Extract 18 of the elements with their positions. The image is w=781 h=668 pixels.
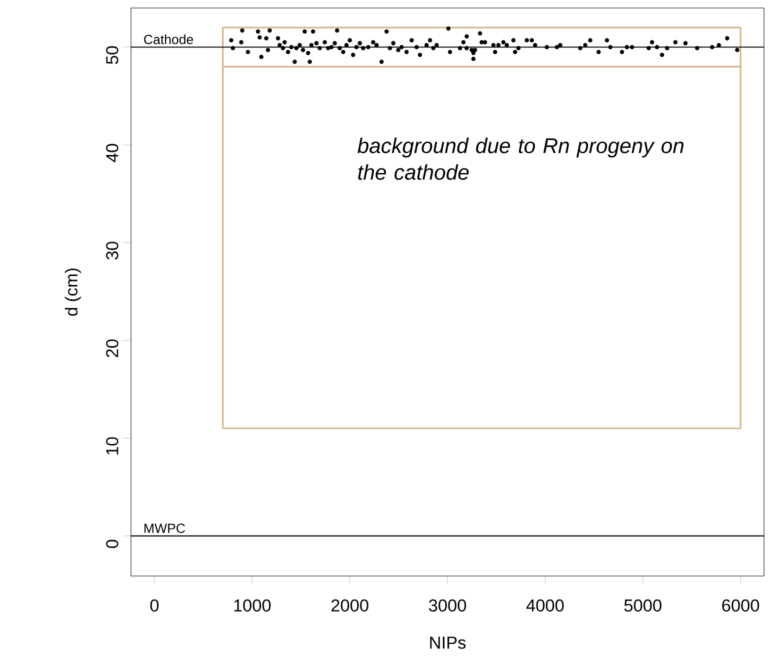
y-tick-label: 40 [106, 144, 118, 162]
x-tick-label: 6000 [722, 599, 760, 612]
y-tick-label: 50 [106, 46, 118, 64]
x-axis-title: NIPs [430, 636, 466, 649]
y-tick-label: 30 [106, 242, 118, 260]
x-tick-label: 3000 [428, 599, 466, 612]
ref-line-label: MWPC [144, 524, 185, 533]
x-tick-label: 4000 [526, 599, 564, 612]
annotation: background due to Rn progeny on the cathode [358, 138, 684, 180]
x-tick-label: 5000 [624, 599, 662, 612]
y-tick-label: 0 [106, 540, 118, 548]
ref-line-label: Cathode [144, 34, 194, 44]
x-tick-label: 2000 [331, 599, 368, 612]
x-tick-label: 1000 [234, 599, 271, 612]
y-tick-label: 10 [106, 437, 118, 454]
y-tick-label: 20 [106, 339, 118, 358]
y-axis-title: d (cm) [64, 268, 81, 316]
x-tick-label: 0 [150, 599, 159, 612]
